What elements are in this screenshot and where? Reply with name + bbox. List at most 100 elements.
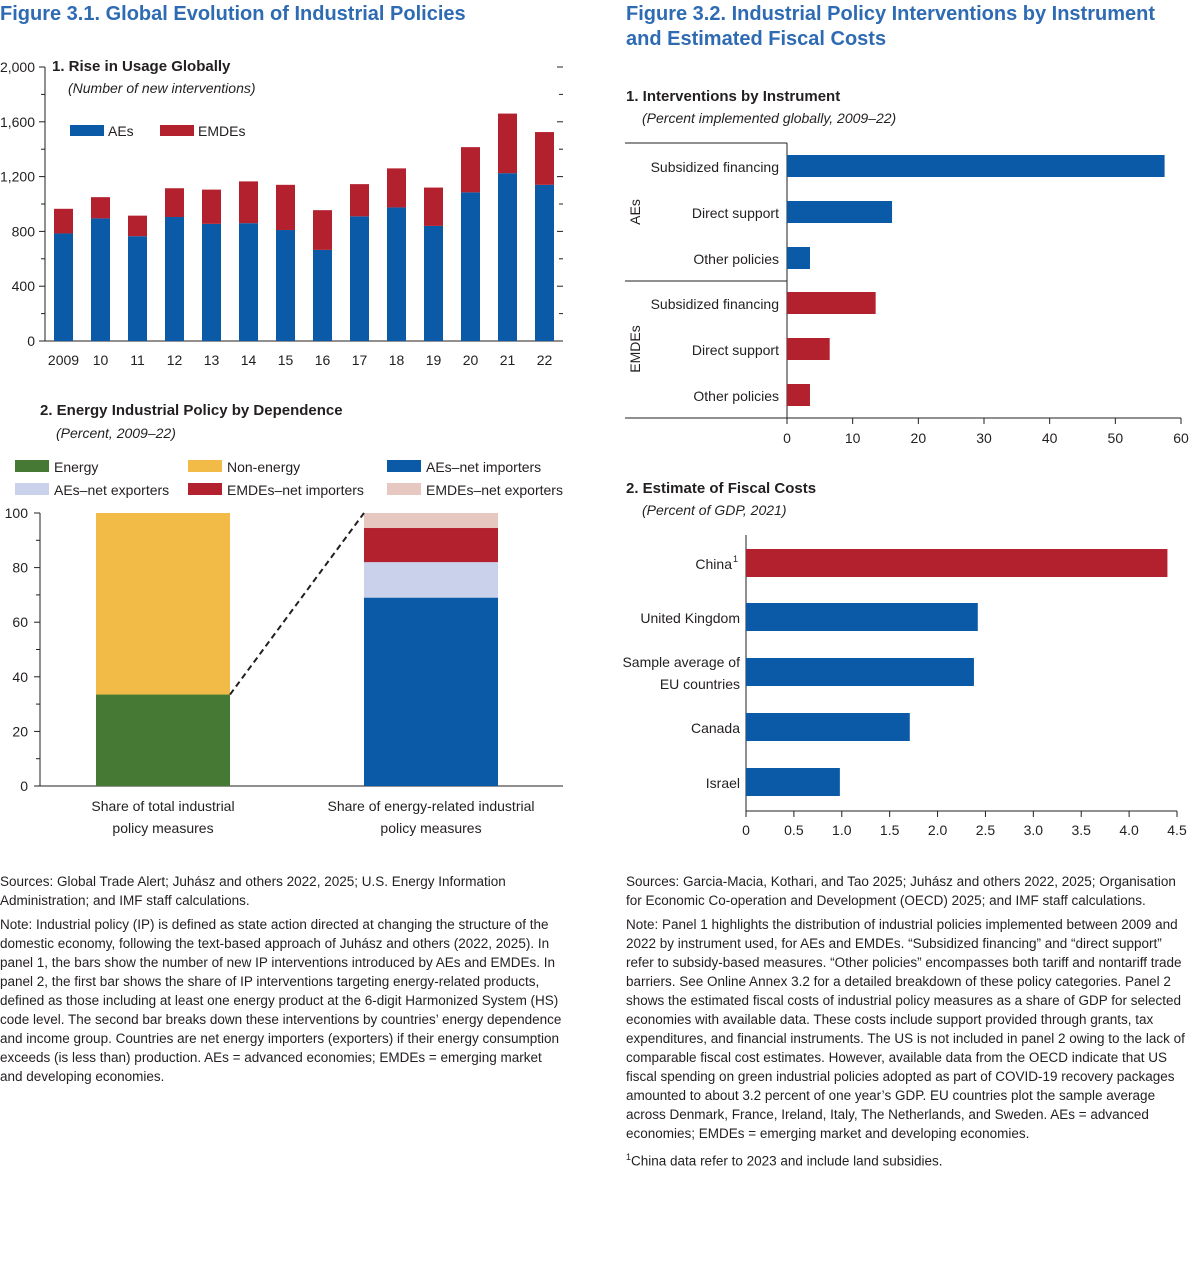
fig31-sources: Sources: Global Trade Alert; Juhász and …	[0, 874, 506, 908]
p4-xtick-label: 4.0	[1119, 822, 1139, 838]
p3-group-label-emdes: EMDEs	[627, 325, 643, 372]
p1-ytick-label: 0	[27, 333, 35, 349]
p1-ytick-label: 400	[12, 278, 36, 294]
p2-xtick-label: policy measures	[380, 820, 481, 836]
p4-category-label: Israel	[706, 775, 740, 791]
p2-bar-segment	[364, 513, 498, 529]
p3-xtick-label: 10	[845, 430, 861, 446]
p1-bar-emdes	[239, 181, 258, 224]
p3-bar	[787, 155, 1165, 177]
p4-xtick-label: 0	[742, 822, 750, 838]
p1-xtick-label: 16	[315, 352, 331, 368]
panel4-subtitle: (Percent of GDP, 2021)	[642, 502, 787, 518]
p1-bar-emdes	[128, 215, 147, 237]
p1-bar-emdes	[424, 187, 443, 226]
p3-category-label: Direct support	[692, 205, 779, 221]
p1-bar-aes	[350, 216, 369, 341]
p1-xtick-label: 17	[352, 352, 368, 368]
p2-ytick-label: 40	[12, 669, 28, 685]
p1-bar-aes	[387, 207, 406, 341]
p3-xtick-label: 40	[1042, 430, 1058, 446]
p1-bar-aes	[461, 192, 480, 341]
p2-ytick-label: 20	[12, 723, 28, 739]
p4-xtick-label: 2.0	[928, 822, 948, 838]
p2-bar-segment	[364, 597, 498, 786]
p4-xtick-label: 3.0	[1024, 822, 1044, 838]
p3-bar	[787, 201, 893, 223]
p2-legend-swatch	[387, 460, 421, 472]
fig32-note: Note: Panel 1 highlights the distributio…	[626, 917, 1185, 1141]
p2-legend-swatch	[15, 460, 49, 472]
p1-bar-aes	[165, 217, 184, 341]
p3-bar	[787, 292, 876, 314]
panel1-subtitle: (Number of new interventions)	[68, 80, 256, 96]
p1-xtick-label: 12	[167, 352, 183, 368]
p1-bar-aes	[54, 233, 73, 341]
panel4-title: 2. Estimate of Fiscal Costs	[626, 480, 817, 497]
p4-xtick-label: 4.5	[1167, 822, 1187, 838]
p3-bar	[787, 247, 810, 269]
p4-bar	[746, 603, 978, 631]
p4-xtick-label: 0.5	[784, 822, 804, 838]
panel3-subtitle: (Percent implemented globally, 2009–22)	[642, 110, 897, 126]
p3-xtick-label: 20	[911, 430, 927, 446]
p2-legend-swatch	[15, 483, 49, 495]
p2-legend-swatch	[188, 483, 222, 495]
p1-xtick-label: 2009	[48, 352, 79, 368]
p4-xtick-label: 2.5	[976, 822, 996, 838]
p2-ytick-label: 0	[20, 778, 28, 794]
p1-legend-swatch-emdes	[160, 125, 194, 136]
p1-legend-label-emdes: EMDEs	[198, 123, 245, 139]
p4-category-label: Sample average of	[622, 654, 740, 670]
p1-legend-label-aes: AEs	[108, 123, 134, 139]
p2-bar-segment	[96, 694, 230, 786]
p4-bar	[746, 713, 910, 741]
p1-bar-emdes	[387, 168, 406, 208]
p3-category-label: Subsidized financing	[651, 159, 779, 175]
p4-bar	[746, 658, 974, 686]
p1-bar-emdes	[202, 189, 221, 224]
footnote-mark: 1	[626, 1152, 632, 1162]
p4-category-label: EU countries	[660, 676, 740, 692]
p1-xtick-label: 22	[537, 352, 553, 368]
p1-bar-aes	[128, 236, 147, 341]
p1-legend-swatch-aes	[70, 125, 104, 136]
p2-ytick-label: 80	[12, 560, 28, 576]
p1-bar-aes	[202, 223, 221, 341]
p3-xtick-label: 60	[1173, 430, 1189, 446]
p3-xtick-label: 30	[976, 430, 992, 446]
p1-bar-aes	[535, 184, 554, 341]
p1-ytick-label: 800	[12, 223, 36, 239]
p2-xtick-label: policy measures	[112, 820, 213, 836]
panel1-title: 1. Rise in Usage Globally	[52, 58, 231, 75]
p3-category-label: Other policies	[693, 251, 779, 267]
panel2-title: 2. Energy Industrial Policy by Dependenc…	[40, 402, 343, 419]
p1-bar-emdes	[313, 210, 332, 250]
p2-legend-swatch	[188, 460, 222, 472]
p3-category-label: Direct support	[692, 342, 779, 358]
p3-bar	[787, 338, 830, 360]
p2-legend-label: AEs–net importers	[426, 459, 541, 475]
p2-ytick-label: 100	[5, 505, 29, 521]
panel2-subtitle: (Percent, 2009–22)	[56, 425, 176, 441]
p2-xtick-label: Share of energy-related industrial	[327, 798, 534, 814]
p4-xtick-label: 1.0	[832, 822, 852, 838]
p1-xtick-label: 19	[426, 352, 442, 368]
p1-xtick-label: 14	[241, 352, 257, 368]
p3-group-label-aes: AEs	[627, 199, 643, 225]
p1-xtick-label: 13	[204, 352, 220, 368]
p4-category-label: China	[695, 556, 732, 572]
p1-bar-emdes	[461, 147, 480, 193]
p2-legend-swatch	[387, 483, 421, 495]
p3-bar	[787, 384, 810, 406]
p1-xtick-label: 21	[500, 352, 516, 368]
p1-xtick-label: 15	[278, 352, 294, 368]
p2-legend-label: Energy	[54, 459, 98, 475]
fig32-sources: Sources: Garcia-Macia, Kothari, and Tao …	[626, 874, 1176, 908]
p4-footnote-mark: 1	[733, 554, 738, 564]
p1-ytick-label: 1,600	[0, 114, 35, 130]
p2-legend-label: EMDEs–net importers	[227, 482, 364, 498]
p2-legend-label: EMDEs–net exporters	[426, 482, 563, 498]
panel3-title: 1. Interventions by Instrument	[626, 88, 841, 105]
p1-bar-aes	[91, 218, 110, 341]
